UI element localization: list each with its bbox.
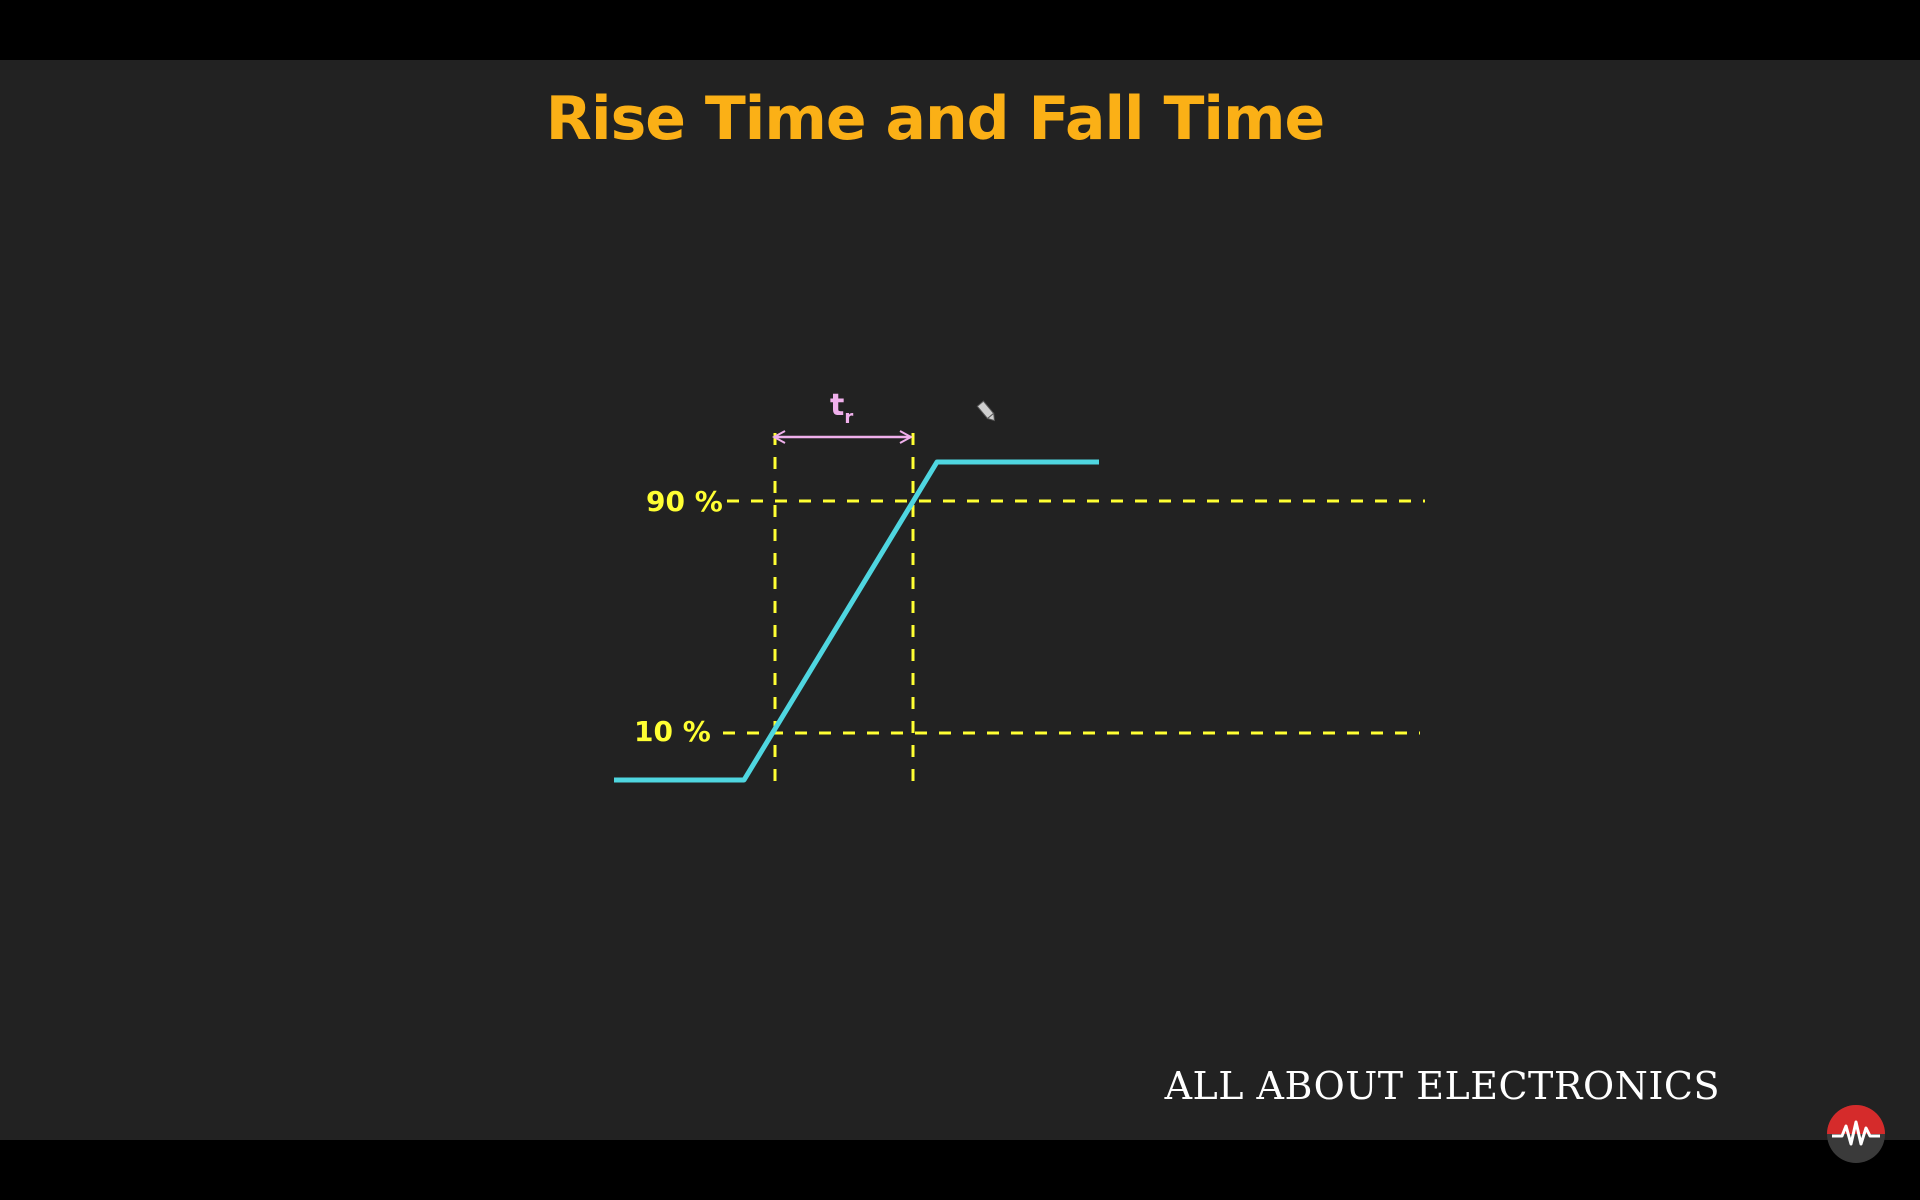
rise-time-label: tr bbox=[830, 388, 853, 428]
letterbox-bottom bbox=[0, 1140, 1920, 1200]
label-90-percent: 90 % bbox=[646, 485, 723, 518]
rise-time-subscript: r bbox=[844, 407, 853, 428]
waveform-logo-icon bbox=[1827, 1105, 1885, 1163]
letterbox-top bbox=[0, 0, 1920, 60]
pencil-icon bbox=[976, 400, 996, 422]
brand-watermark: ALL ABOUT ELECTRONICS bbox=[1164, 1064, 1720, 1108]
label-10-percent: 10 % bbox=[634, 715, 711, 748]
rising-edge-waveform bbox=[614, 459, 1099, 783]
slide-title: Rise Time and Fall Time bbox=[545, 84, 1325, 154]
rise-time-symbol: t bbox=[830, 388, 844, 423]
slide bbox=[0, 60, 1920, 1140]
